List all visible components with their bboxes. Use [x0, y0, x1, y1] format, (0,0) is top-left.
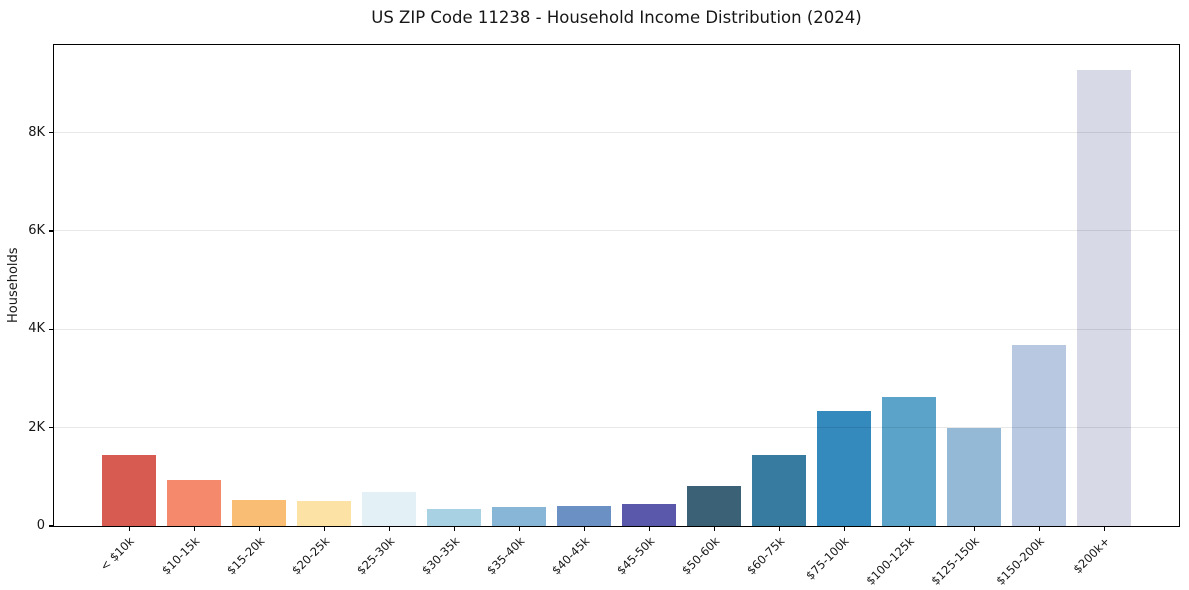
y-tick-mark	[49, 525, 54, 527]
x-tick-label: $20-25k	[288, 534, 333, 578]
bar-30-35k	[427, 509, 482, 526]
x-tick-label: $30-35k	[418, 534, 463, 578]
bar-50-60k	[687, 486, 742, 526]
bar-45-50k	[622, 503, 677, 526]
bar-40-45k	[557, 505, 612, 526]
bar-25-30k	[362, 491, 417, 526]
y-tick-mark	[49, 427, 54, 429]
y-tick-label: 6K	[28, 222, 45, 238]
y-tick-label: 0	[36, 518, 45, 533]
x-tick-label: $10-15k	[158, 534, 203, 578]
plot-area: < $10k $10-15k $15-20k $20-25k $25-30k $30-35…	[28, 44, 1180, 588]
x-tick-label: $15-20k	[223, 534, 268, 578]
bar-125-150k	[947, 428, 1002, 526]
bar-150-200k	[1012, 345, 1067, 526]
x-tick-label: $45-50k	[613, 534, 658, 578]
x-tick-mark	[323, 526, 325, 531]
x-tick-mark	[778, 526, 780, 531]
x-tick-label: $150-200k	[993, 534, 1048, 588]
gridline-6k	[54, 230, 1179, 232]
x-tick-mark	[258, 526, 260, 531]
y-tick-mark	[49, 230, 54, 232]
x-tick-mark	[388, 526, 390, 531]
x-tick-label: $200k+	[1069, 534, 1113, 577]
bar-15-20k	[232, 500, 287, 526]
gridline-8k	[54, 132, 1179, 134]
x-tick-mark	[973, 526, 975, 531]
bar-75-100k	[817, 410, 872, 526]
y-axis-label: Households	[6, 247, 21, 324]
x-tick-label: $35-40k	[483, 534, 528, 578]
gridline-4k	[54, 328, 1179, 330]
x-tick-mark	[518, 526, 520, 531]
x-tick-mark	[583, 526, 585, 531]
x-tick-mark	[453, 526, 455, 531]
x-tick-mark	[128, 526, 130, 531]
chart-title: US ZIP Code 11238 - Household Income Dis…	[371, 8, 862, 27]
bar-200k	[1077, 69, 1132, 526]
x-tick-label: $40-45k	[548, 534, 593, 578]
y-tick-label: 8K	[28, 124, 45, 140]
y-tick-mark	[49, 131, 54, 134]
bar-20-25k	[297, 501, 352, 526]
gridline-2k	[54, 427, 1179, 429]
x-tick-mark	[843, 526, 845, 531]
x-tick-mark	[908, 526, 910, 531]
bar-10-15k	[167, 479, 222, 526]
bar-60-75k	[752, 454, 807, 526]
x-tick-mark	[648, 526, 650, 531]
y-tick-label: 2K	[28, 419, 45, 435]
bar-100-125k	[882, 396, 937, 526]
y-tick-label: 4K	[28, 321, 45, 337]
bar-10k	[102, 454, 157, 526]
x-tick-label: $125-150k	[928, 534, 983, 588]
x-tick-mark	[713, 526, 715, 531]
x-tick-label: $100-125k	[863, 534, 918, 588]
x-tick-label: $25-30k	[353, 534, 398, 578]
x-tick-mark	[1038, 526, 1040, 531]
x-tick-mark	[1103, 526, 1105, 531]
x-tick-label: $60-75k	[743, 534, 788, 578]
y-tick-mark	[49, 328, 54, 330]
x-tick-label: $75-100k	[803, 534, 853, 583]
x-tick-label: < $10k	[97, 534, 138, 574]
x-tick-label: $50-60k	[678, 534, 723, 578]
bar-35-40k	[492, 507, 547, 526]
x-tick-mark	[193, 526, 195, 531]
